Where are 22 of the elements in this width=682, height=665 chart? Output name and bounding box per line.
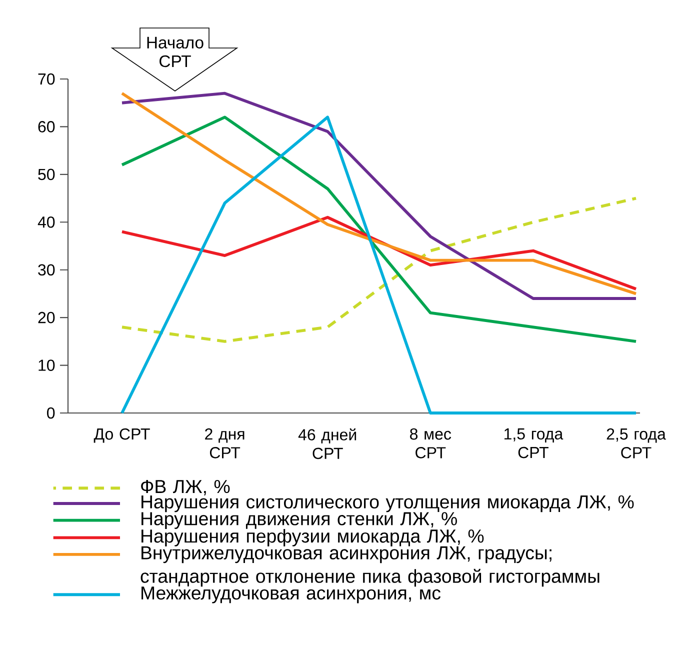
y-tick-label: 40 [38,216,55,228]
legend-label: Нарушения перфузии миокарда ЛЖ, % [142,528,484,546]
x-tick-label: 1,5 года СРТ [504,428,564,458]
y-tick-label: 20 [38,312,55,324]
x-tick-label: До СРТ [94,428,150,443]
legend-label: Межжелудочковая асинхрония, мс [142,586,441,604]
y-tick-label: 10 [38,360,55,371]
y-tick-label: 30 [38,264,55,276]
y-tick-label: 70 [38,73,55,85]
y-tick-label: 60 [38,121,55,132]
legend-label: Нарушения движения стенки ЛЖ, % [142,512,457,529]
x-tick-label: 2,5 года СРТ [606,428,666,458]
x-tick-label: 8 мес СРТ [410,428,452,458]
legend-label: Нарушения систолического утолщения миокарда ЛЖ, % [142,495,634,512]
line-series [120,196,638,343]
y-tick-label: 50 [38,168,55,180]
y-tick-label: 0 [47,407,55,419]
x-tick-label: 2 дня СРТ [205,428,244,458]
x-tick-label: 46 дней СРТ [298,428,356,460]
text: Начало СРТ [147,36,204,68]
legend-label: ФВ ЛЖ, % [141,480,230,496]
legend-label: Внутрижелудочковая асинхрония ЛЖ, градусы; стандартное отклонение пика фазовой гистограммы [140,546,600,587]
